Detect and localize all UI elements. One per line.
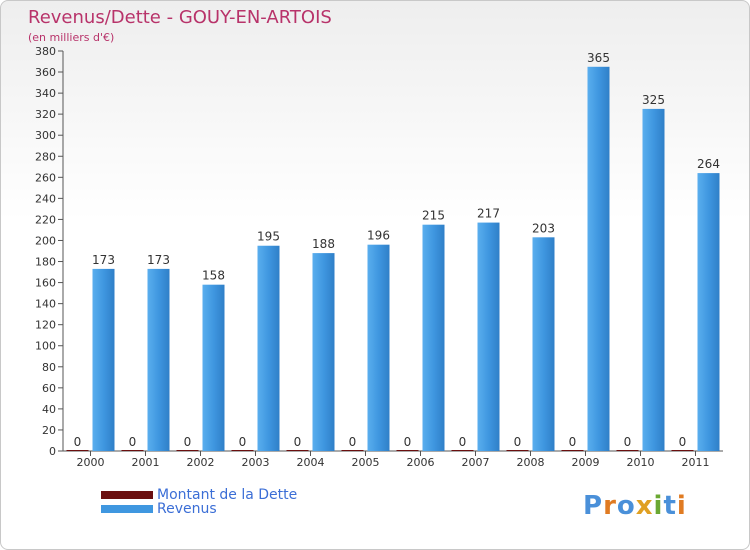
bar-dette [231,450,254,451]
y-tick-label: 320 [35,108,56,121]
y-tick-label: 100 [35,340,56,353]
y-tick-label: 300 [35,129,56,142]
legend-label-dette: Montant de la Dette [157,487,298,503]
x-tick-label: 2004 [297,456,325,469]
bar-dette [341,450,364,451]
data-label-revenus: 158 [202,269,225,283]
data-label-dette: 0 [349,435,357,449]
data-label-dette: 0 [294,435,302,449]
bar-revenus [422,224,445,451]
y-tick-label: 280 [35,150,56,163]
x-tick-label: 2000 [77,456,105,469]
bar-revenus [697,173,720,451]
bar-dette [671,450,694,451]
y-tick-label: 260 [35,171,56,184]
bar-dette [121,450,144,451]
data-label-revenus: 196 [367,229,390,243]
bar-revenus [642,108,665,451]
x-tick-label: 2010 [627,456,655,469]
data-label-dette: 0 [74,435,82,449]
data-label-dette: 0 [459,435,467,449]
x-tick-label: 2009 [572,456,600,469]
x-tick-label: 2011 [682,456,710,469]
legend-swatch-dette [101,491,153,499]
proxiti-logo: Proxiti [583,491,687,521]
x-tick-label: 2001 [132,456,160,469]
bar-revenus [92,268,115,451]
y-tick-label: 140 [35,298,56,311]
bar-dette [176,450,199,451]
legend-item-dette: Montant de la Dette [101,487,297,503]
logo-letter: r [603,491,617,521]
bar-dette [66,450,89,451]
y-tick-label: 20 [42,424,56,437]
data-label-revenus: 195 [257,230,280,244]
unit-label: (en milliers d'€) [28,31,115,44]
bar-revenus [257,245,280,451]
y-tick-label: 180 [35,256,56,269]
data-label-revenus: 173 [92,253,115,267]
legend-item-revenus: Revenus [101,501,217,517]
data-label-revenus: 173 [147,253,170,267]
y-tick-label: 40 [42,403,56,416]
y-tick-label: 360 [35,66,56,79]
data-label-revenus: 264 [697,157,720,171]
bar-revenus [367,244,390,451]
x-tick-label: 2006 [407,456,435,469]
data-label-dette: 0 [569,435,577,449]
data-label-revenus: 365 [587,51,610,65]
bar-revenus [587,66,610,451]
bar-dette [616,450,639,451]
y-tick-label: 200 [35,234,56,247]
bar-revenus [147,268,170,451]
data-label-revenus: 188 [312,237,335,251]
logo-letter: o [616,491,636,521]
x-tick-label: 2005 [352,456,380,469]
bar-dette [396,450,419,451]
data-label-dette: 0 [239,435,247,449]
bar-dette [561,450,584,451]
bar-dette [286,450,309,451]
data-label-dette: 0 [184,435,192,449]
logo-letter: i [676,491,687,521]
logo-letter: P [583,491,604,521]
y-tick-label: 80 [42,361,56,374]
bar-revenus [477,222,500,451]
data-label-dette: 0 [404,435,412,449]
y-tick-label: 60 [42,382,56,395]
chart-title: Revenus/Dette - GOUY-EN-ARTOIS [28,7,332,28]
bar-dette [506,450,529,451]
x-tick-label: 2003 [242,456,270,469]
y-tick-label: 0 [49,445,56,458]
bar-dette [451,450,474,451]
legend-label-revenus: Revenus [157,501,217,517]
data-label-revenus: 325 [642,93,665,107]
data-label-dette: 0 [624,435,632,449]
y-tick-label: 340 [35,87,56,100]
x-tick-label: 2007 [462,456,490,469]
y-tick-label: 160 [35,277,56,290]
x-tick-label: 2008 [517,456,545,469]
y-tick-label: 120 [35,319,56,332]
logo-letter: t [663,491,677,521]
data-label-revenus: 217 [477,207,500,221]
data-label-dette: 0 [679,435,687,449]
data-label-dette: 0 [129,435,137,449]
y-tick-label: 220 [35,213,56,226]
bar-revenus [532,237,555,451]
data-label-dette: 0 [514,435,522,449]
bar-revenus [202,284,225,451]
data-label-revenus: 215 [422,209,445,223]
y-tick-label: 240 [35,192,56,205]
legend-swatch-revenus [101,505,153,513]
y-tick-label: 380 [35,45,56,58]
x-tick-label: 2002 [187,456,215,469]
data-label-revenus: 203 [532,221,555,235]
bar-revenus [312,253,335,451]
logo-letter: i [653,491,664,521]
logo-letter: x [635,491,654,521]
